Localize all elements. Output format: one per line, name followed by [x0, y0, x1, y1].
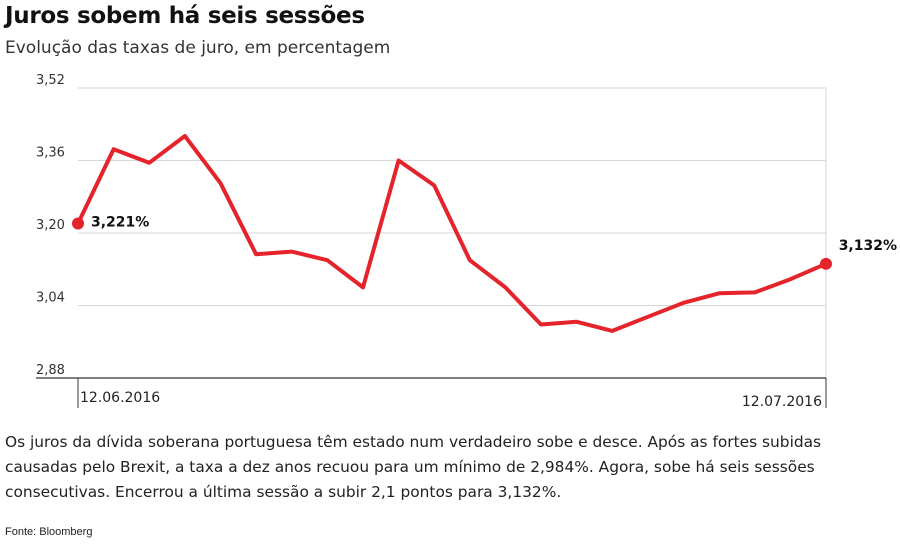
data-point-marker — [820, 257, 832, 270]
data-label-start: 3,221% — [91, 214, 149, 230]
endpoint-markers: 3,221% 3,132% — [72, 214, 897, 270]
data-label-end: 3,132% — [839, 238, 897, 254]
y-tick-label: 3,04 — [36, 291, 65, 306]
series-path — [76, 134, 828, 333]
chart-title: Juros sobem há seis sessões — [5, 3, 365, 29]
x-label-end: 12.07.2016 — [742, 394, 822, 410]
source-credit: Fonte: Bloomberg — [5, 526, 93, 538]
x-label-start: 12.06.2016 — [80, 390, 160, 406]
y-axis-ticks: 2,88 3,04 3,20 3,36 3,52 — [36, 73, 65, 378]
grid-lines — [78, 87, 827, 378]
y-tick-label: 2,88 — [36, 363, 65, 378]
data-point-marker — [72, 217, 84, 230]
y-tick-label: 3,36 — [36, 146, 65, 161]
x-axis: 12.06.2016 12.07.2016 — [36, 377, 827, 410]
description-text: Os juros da dívida soberana portuguesa t… — [5, 433, 822, 501]
series-line — [76, 134, 828, 333]
y-tick-label: 3,52 — [36, 73, 65, 88]
y-tick-label: 3,20 — [36, 218, 65, 233]
chart-subtitle: Evolução das taxas de juro, em percentag… — [5, 38, 391, 58]
line-chart: 2,88 3,04 3,20 3,36 3,52 12.06.2016 12.07.201… — [36, 73, 897, 410]
